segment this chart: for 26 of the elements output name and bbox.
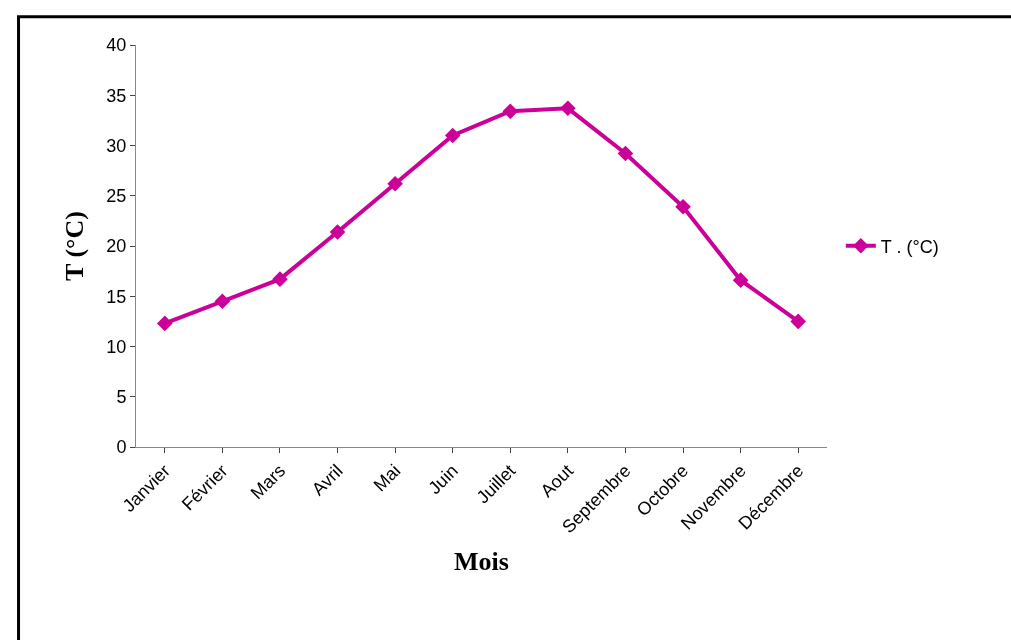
- x-tick-label: Juin: [424, 460, 462, 499]
- point: [790, 313, 807, 330]
- point: [732, 272, 749, 288]
- point: [156, 315, 173, 332]
- point: [444, 127, 461, 144]
- point: [502, 103, 519, 120]
- y-tick-label: 35: [106, 85, 127, 106]
- y-tick-label: 20: [106, 236, 127, 257]
- point: [387, 175, 403, 192]
- y-tick-label: 10: [106, 336, 127, 357]
- point: [329, 224, 346, 240]
- y-tick-label: 25: [106, 186, 127, 207]
- x-axis-title: Mois: [454, 546, 509, 576]
- point: [214, 293, 231, 310]
- point: [560, 100, 576, 117]
- x-tick-label: Mai: [369, 460, 405, 496]
- y-tick-label: 0: [116, 437, 127, 458]
- point: [675, 199, 691, 215]
- y-tick-label: 5: [116, 387, 127, 408]
- y-tick-label: 40: [106, 35, 127, 56]
- point: [272, 271, 288, 287]
- point: [617, 145, 634, 162]
- y-axis-title: T (°C): [59, 211, 89, 281]
- legend-label: T . (°C): [880, 236, 939, 257]
- y-tick-label: 30: [106, 135, 127, 156]
- y-tick-label: 15: [106, 286, 127, 307]
